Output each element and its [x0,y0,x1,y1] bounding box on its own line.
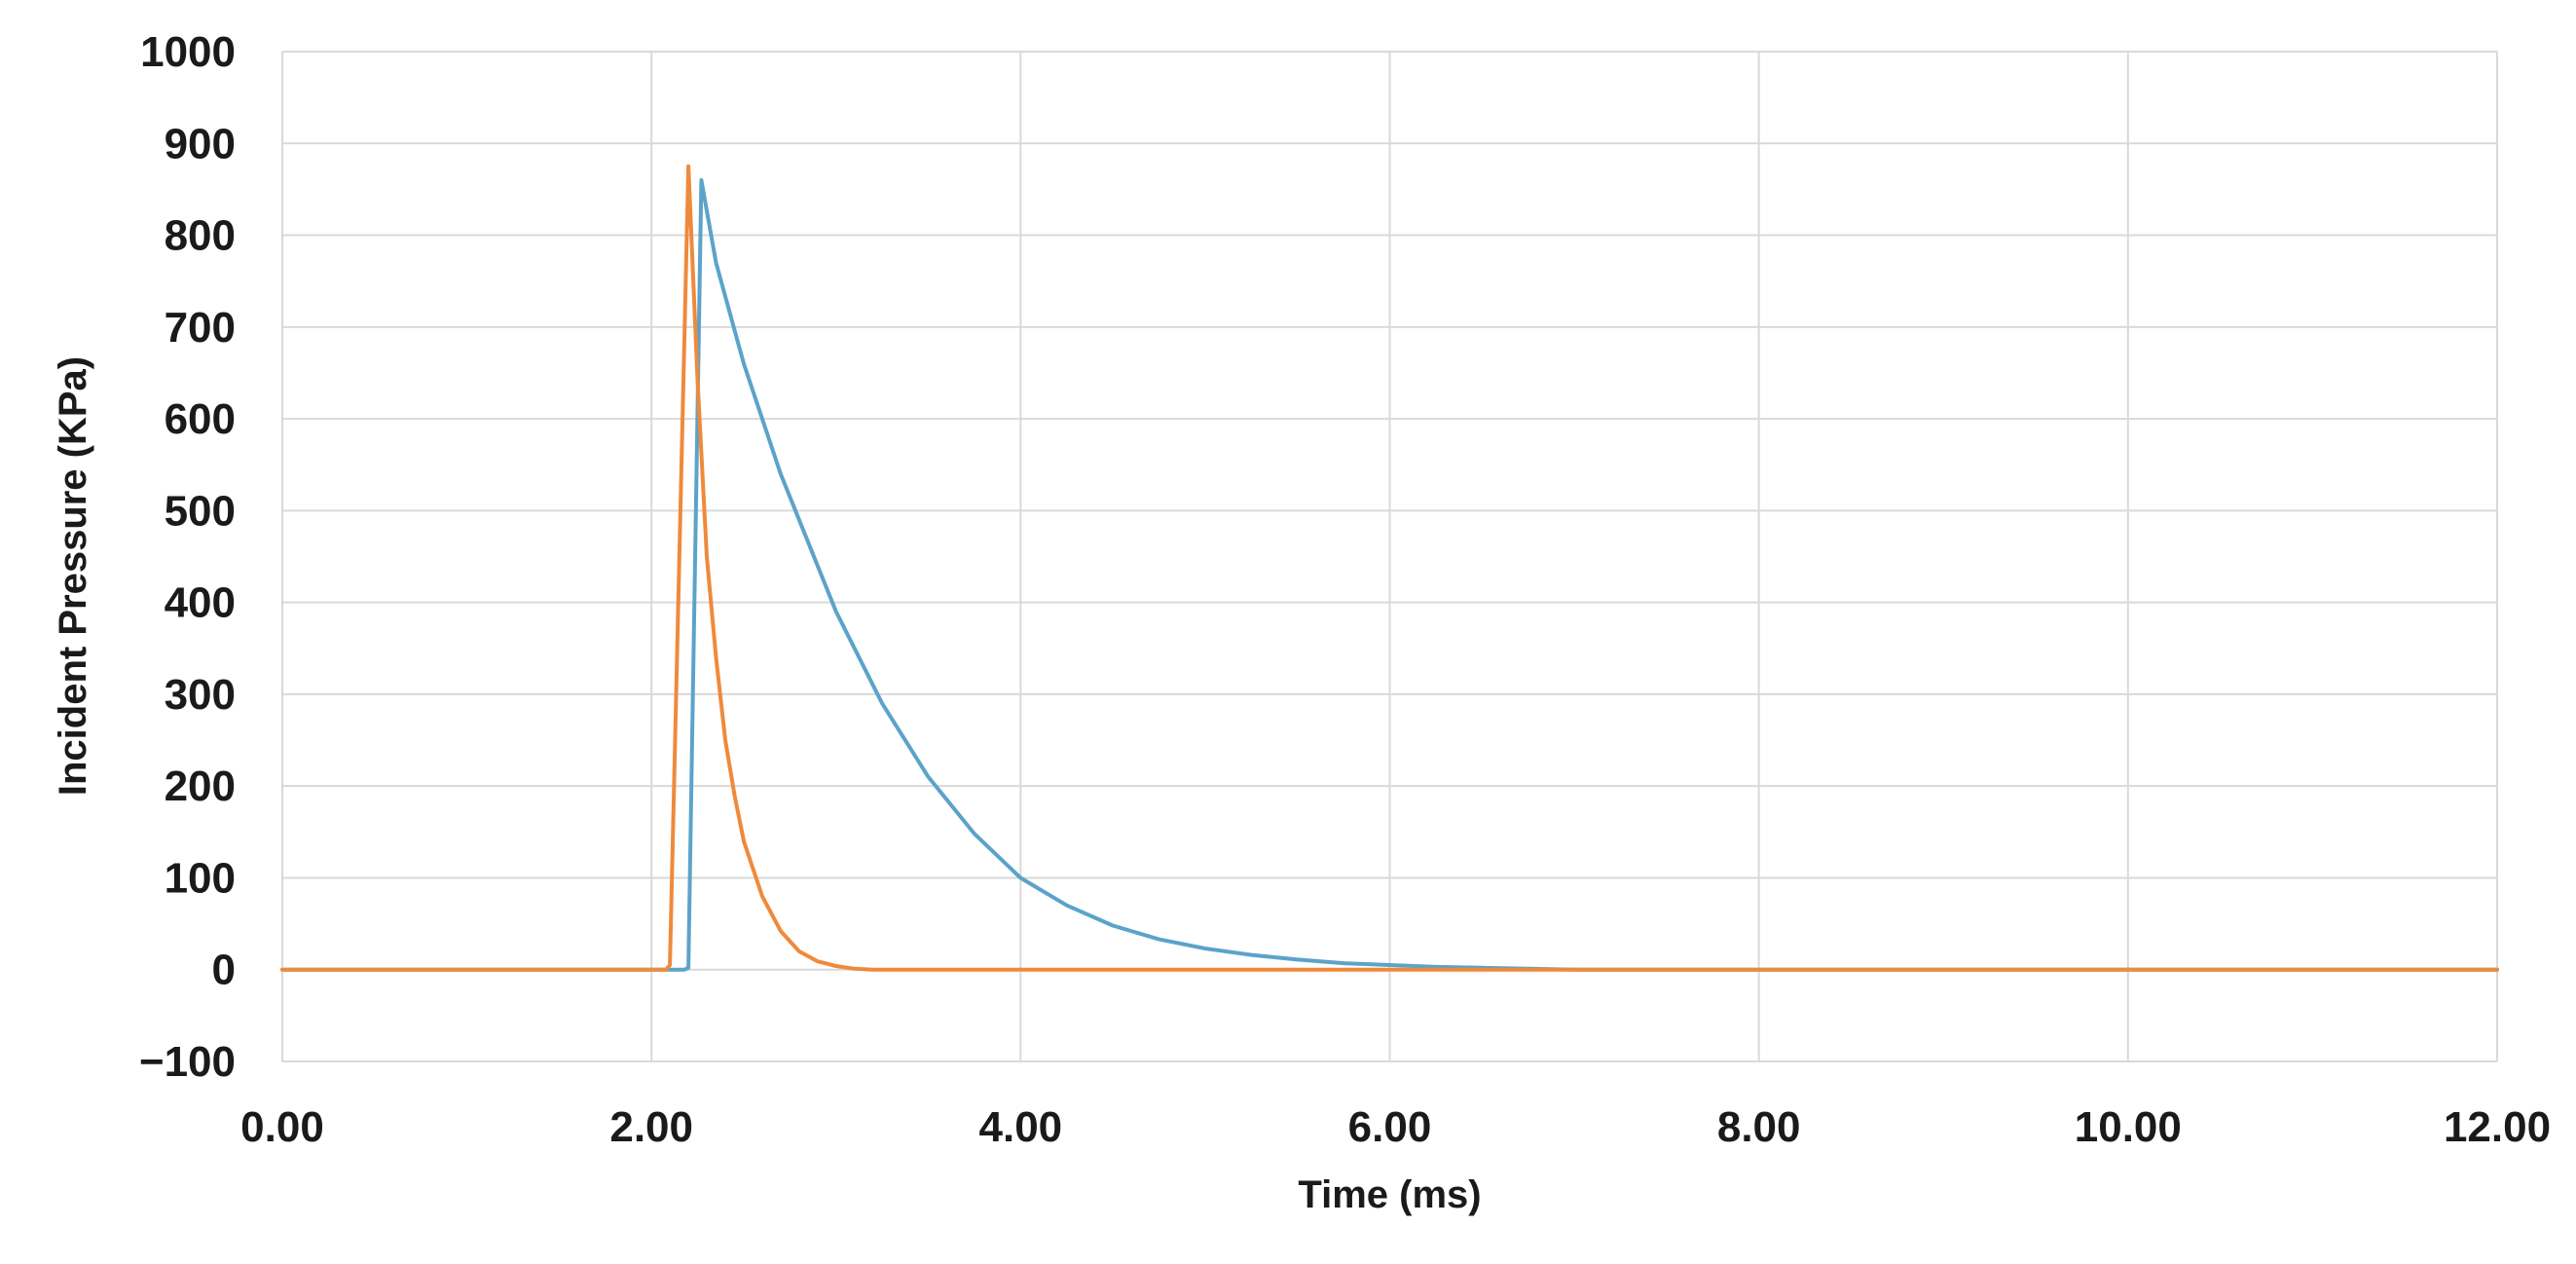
series-line-1 [280,178,2499,972]
y-tick-label: 400 [165,579,236,627]
x-tick-label: 4.00 [979,1103,1063,1151]
y-tick-label: 700 [165,304,236,352]
y-tick-label: 0 [212,947,236,994]
x-tick-label: 2.00 [609,1103,693,1151]
y-tick-label: 100 [165,854,236,902]
y-tick-label: 1000 [140,28,236,76]
x-tick-label: 8.00 [1717,1103,1801,1151]
y-tick-label: 200 [165,762,236,810]
y-tick-label: −100 [139,1038,236,1086]
grid-lines [281,51,2498,1062]
y-tick-label: 600 [165,395,236,443]
x-tick-label: 10.00 [2075,1103,2182,1151]
y-tick-label: 800 [165,212,236,260]
x-tick-label: 0.00 [240,1103,324,1151]
tick-labels: −100 0 100 200 300 400 500 600 700 800 900 1000 0.00… [139,28,2551,1151]
x-tick-label: 12.00 [2444,1103,2551,1151]
y-tick-label: 900 [165,120,236,167]
x-tick-label: 6.00 [1348,1103,1432,1151]
series-lines [280,164,2499,972]
y-axis-title: Incident Pressure (KPa) [52,356,94,796]
y-tick-label: 500 [165,487,236,535]
y-tick-label: 300 [165,671,236,719]
x-axis-title: Time (ms) [1298,1173,1481,1216]
series-line-2 [280,164,2499,972]
